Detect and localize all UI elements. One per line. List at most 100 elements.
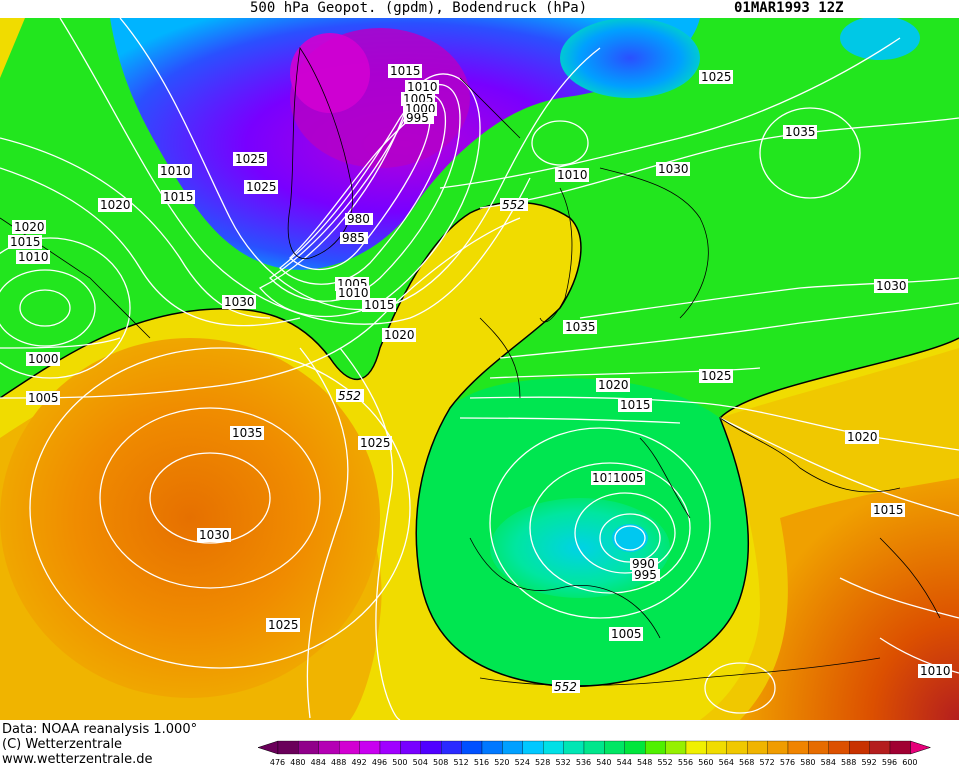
legend-swatch [420, 740, 442, 755]
cold-core-center [290, 33, 370, 113]
svg-text:1035: 1035 [565, 320, 596, 334]
map-footer: Data: NOAA reanalysis 1.000° (C) Wetterz… [2, 722, 262, 767]
svg-text:1025: 1025 [235, 152, 266, 166]
svg-text:552: 552 [502, 198, 525, 212]
legend-swatch [277, 740, 299, 755]
contour-label-552: 552 [552, 680, 580, 694]
isobar-label: 1010 [405, 80, 439, 94]
map-title-bar: 500 hPa Geopot. (gpdm), Bodendruck (hPa)… [0, 0, 959, 18]
coastlines [0, 46, 941, 686]
svg-text:1015: 1015 [390, 64, 421, 78]
isobar-label: 1030 [197, 528, 231, 542]
isobar-label: 1015 [618, 398, 652, 412]
svg-text:1020: 1020 [384, 328, 415, 342]
isobar-label: 995 [404, 111, 434, 125]
legend-tick-label: 512 [453, 758, 468, 767]
isobar-label: 1035 [563, 320, 597, 334]
svg-text:1015: 1015 [364, 298, 395, 312]
legend-tick-label: 544 [617, 758, 632, 767]
legend-swatch [379, 740, 401, 755]
cutoff-low-core [490, 498, 670, 598]
svg-text:1010: 1010 [338, 286, 369, 300]
isobar-label: 1010 [16, 250, 50, 264]
contour-label-552: 552 [336, 389, 364, 403]
svg-text:1010: 1010 [557, 168, 588, 182]
legend-swatch [808, 740, 829, 755]
legend-swatch [481, 740, 503, 755]
isobar-label: 1025 [699, 70, 733, 84]
se-warm-air [740, 478, 959, 720]
legend-arrow-left [257, 740, 279, 755]
legend-arrow-right [910, 740, 932, 755]
legend-tick-label: 524 [515, 758, 530, 767]
legend-tick-label: 584 [821, 758, 836, 767]
legend-swatch [889, 740, 911, 755]
svg-text:1010: 1010 [160, 164, 191, 178]
svg-text:1010: 1010 [920, 664, 951, 678]
legend-tick-label: 508 [433, 758, 448, 767]
isobar-label: 985 [340, 231, 368, 245]
legend-swatch [502, 740, 523, 755]
isobar-label: 1010 [555, 168, 589, 182]
map-title: 500 hPa Geopot. (gpdm), Bodendruck (hPa) [250, 0, 588, 16]
legend-tick-label: 548 [637, 758, 652, 767]
svg-text:1030: 1030 [658, 162, 689, 176]
cutoff-low-center [612, 524, 648, 552]
svg-text:1015: 1015 [873, 503, 904, 517]
svg-text:1005: 1005 [613, 471, 644, 485]
legend-tick-label: 532 [555, 758, 570, 767]
isobar-label: 1030 [874, 279, 908, 293]
legend-tick-label: 560 [698, 758, 713, 767]
svg-text:1005: 1005 [611, 627, 642, 641]
copyright: (C) Wetterzentrale [2, 737, 123, 752]
svg-text:1025: 1025 [360, 436, 391, 450]
legend-swatch [869, 740, 891, 755]
legend-swatch [441, 740, 462, 755]
svg-text:1035: 1035 [232, 426, 263, 440]
legend-swatch [583, 740, 605, 755]
svg-text:1000: 1000 [28, 352, 59, 366]
isobar-label: 1025 [699, 369, 733, 383]
legend-tick-label: 580 [800, 758, 815, 767]
svg-text:995: 995 [634, 568, 657, 582]
isobar-label: 995 [632, 568, 660, 582]
map-date: 01MAR1993 12Z [734, 0, 844, 16]
legend-tick-label: 520 [494, 758, 509, 767]
legend-swatch [685, 740, 707, 755]
isobar-label: 1030 [222, 295, 256, 309]
legend-tick-label: 476 [270, 758, 285, 767]
legend-tick-label: 600 [902, 758, 917, 767]
svg-text:985: 985 [342, 231, 365, 245]
azores-high [0, 338, 380, 698]
svg-text:1010: 1010 [407, 80, 438, 94]
svg-text:980: 980 [347, 212, 370, 226]
svg-text:1020: 1020 [100, 198, 131, 212]
svg-text:1020: 1020 [847, 430, 878, 444]
isobar-label: 1005 [26, 391, 60, 405]
isobar-label: 1020 [98, 198, 132, 212]
contour-552 [0, 201, 959, 688]
isobar-label: 990 [630, 557, 658, 571]
legend-swatch [400, 740, 421, 755]
legend-tick-label: 492 [351, 758, 366, 767]
legend-swatch [787, 740, 809, 755]
legend-tick-label: 484 [311, 758, 326, 767]
legend-swatch [624, 740, 646, 755]
legend-swatch [645, 740, 666, 755]
isobar-label: 1025 [266, 618, 300, 632]
svg-text:1020: 1020 [14, 220, 45, 234]
isobar-label: 1020 [12, 220, 46, 234]
legend-tick-label: 488 [331, 758, 346, 767]
legend-tick-label: 572 [759, 758, 774, 767]
isobar-label: 1005 [611, 471, 645, 485]
legend-tick-label: 500 [392, 758, 407, 767]
legend-tick-label: 564 [719, 758, 734, 767]
isobar-label: 1015 [8, 235, 42, 249]
legend-tick-label: 496 [372, 758, 387, 767]
legend-tick-label: 516 [474, 758, 489, 767]
data-source: Data: NOAA reanalysis 1.000° [2, 722, 198, 737]
isobar-label: 1020 [845, 430, 879, 444]
isobar-label: 1010 [918, 664, 952, 678]
legend-tick-label: 592 [861, 758, 876, 767]
legend-swatch [828, 740, 850, 755]
